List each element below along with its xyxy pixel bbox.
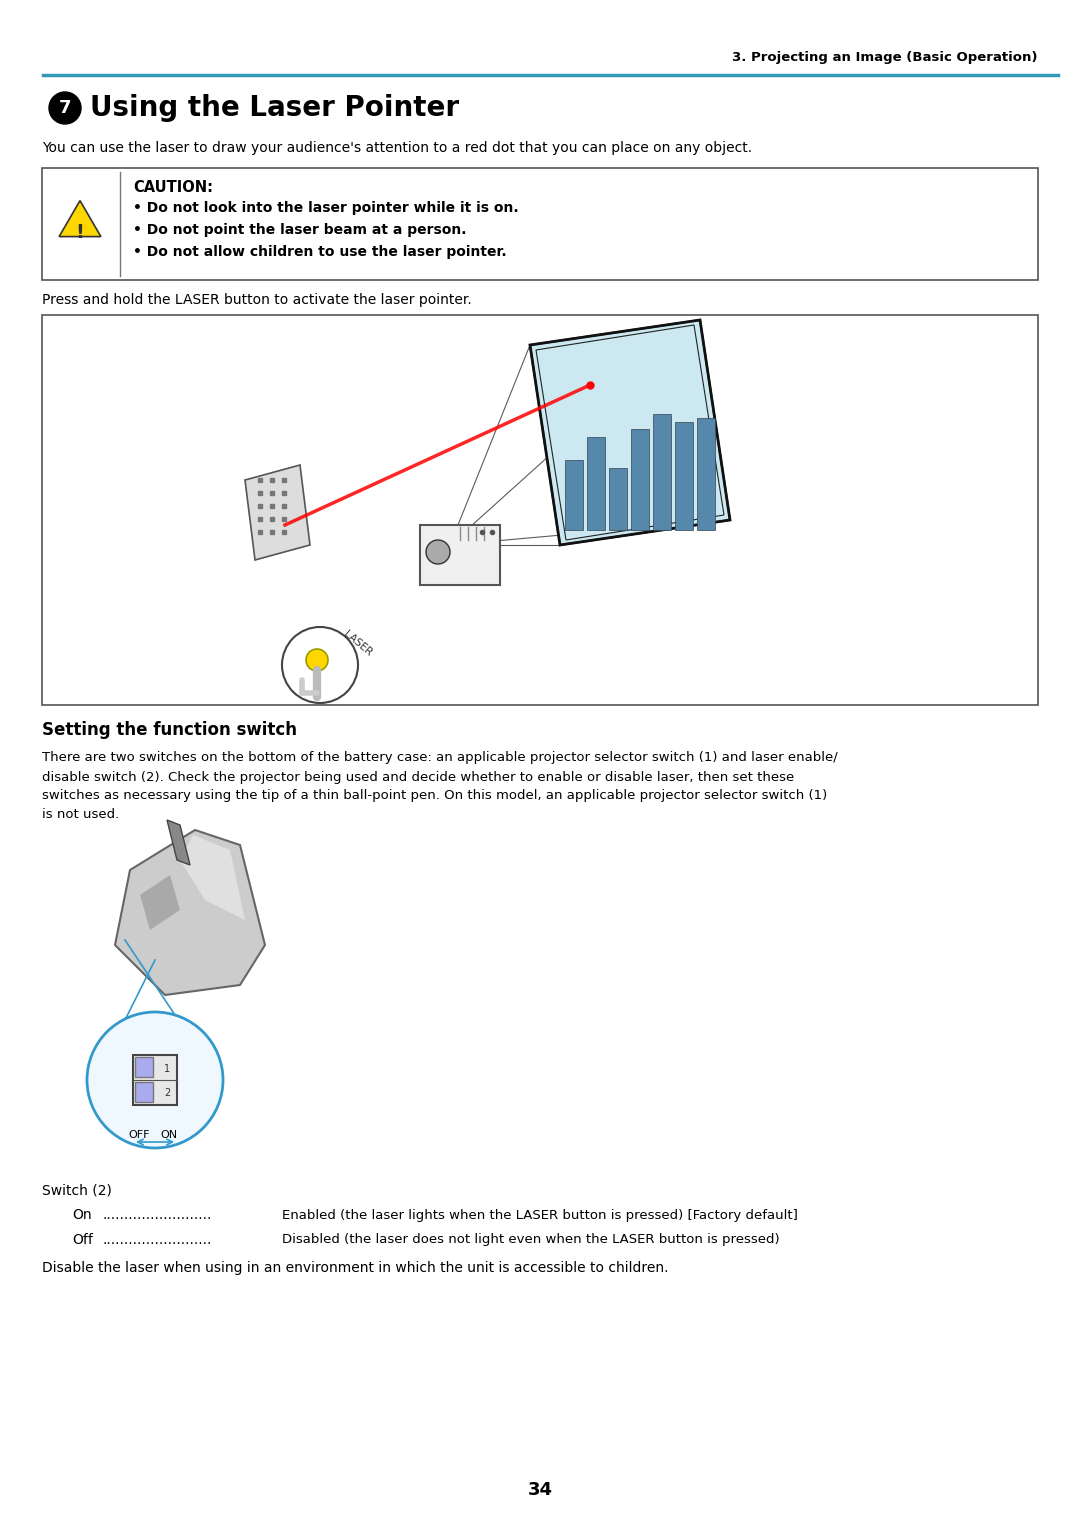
Polygon shape	[420, 524, 500, 585]
Text: Setting the function switch: Setting the function switch	[42, 721, 297, 739]
Polygon shape	[167, 820, 190, 866]
Text: 7: 7	[58, 99, 71, 117]
Text: is not used.: is not used.	[42, 809, 119, 821]
Text: 3. Projecting an Image (Basic Operation): 3. Projecting an Image (Basic Operation)	[732, 52, 1038, 64]
Polygon shape	[565, 460, 583, 530]
Text: ON: ON	[161, 1129, 177, 1140]
Text: Disabled (the laser does not light even when the LASER button is pressed): Disabled (the laser does not light even …	[282, 1233, 780, 1247]
Text: Press and hold the LASER button to activate the laser pointer.: Press and hold the LASER button to activ…	[42, 293, 472, 306]
Bar	[42, 168, 1038, 280]
Bar	[135, 1082, 153, 1102]
Polygon shape	[609, 468, 627, 530]
Text: .........................: .........................	[102, 1209, 212, 1222]
Text: LASER: LASER	[342, 628, 374, 657]
Bar	[133, 1055, 177, 1105]
Circle shape	[426, 539, 450, 564]
Text: Using the Laser Pointer: Using the Laser Pointer	[90, 94, 459, 122]
Circle shape	[282, 626, 357, 703]
Polygon shape	[140, 875, 180, 930]
Text: There are two switches on the bottom of the battery case: an applicable projecto: There are two switches on the bottom of …	[42, 751, 838, 765]
Circle shape	[49, 91, 81, 123]
Polygon shape	[245, 465, 310, 559]
Polygon shape	[588, 437, 605, 530]
Bar	[42, 315, 1038, 706]
Text: Disable the laser when using in an environment in which the unit is accessible t: Disable the laser when using in an envir…	[42, 1260, 669, 1276]
Text: • Do not look into the laser pointer while it is on.: • Do not look into the laser pointer whi…	[133, 201, 518, 215]
Polygon shape	[675, 422, 693, 530]
Text: .........................: .........................	[102, 1233, 212, 1247]
Polygon shape	[530, 320, 730, 546]
Polygon shape	[180, 835, 245, 920]
Text: • Do not point the laser beam at a person.: • Do not point the laser beam at a perso…	[133, 223, 467, 238]
Polygon shape	[697, 419, 715, 530]
Polygon shape	[59, 201, 100, 236]
Text: • Do not allow children to use the laser pointer.: • Do not allow children to use the laser…	[133, 245, 507, 259]
Bar	[135, 1058, 153, 1077]
Text: OFF: OFF	[129, 1129, 150, 1140]
Polygon shape	[653, 413, 671, 530]
Polygon shape	[114, 831, 265, 995]
Text: You can use the laser to draw your audience's attention to a red dot that you ca: You can use the laser to draw your audie…	[42, 142, 752, 155]
Text: 2: 2	[164, 1088, 171, 1097]
Text: Enabled (the laser lights when the LASER button is pressed) [Factory default]: Enabled (the laser lights when the LASER…	[282, 1209, 798, 1222]
Text: On: On	[72, 1209, 92, 1222]
Text: Off: Off	[72, 1233, 93, 1247]
Text: disable switch (2). Check the projector being used and decide whether to enable : disable switch (2). Check the projector …	[42, 771, 794, 783]
Text: switches as necessary using the tip of a thin ball-point pen. On this model, an : switches as necessary using the tip of a…	[42, 789, 827, 803]
Text: !: !	[76, 223, 84, 241]
Text: Switch (2): Switch (2)	[42, 1183, 112, 1196]
Circle shape	[87, 1012, 222, 1148]
Polygon shape	[631, 430, 649, 530]
Circle shape	[306, 649, 328, 671]
Text: 1: 1	[164, 1064, 170, 1074]
Text: CAUTION:: CAUTION:	[133, 180, 213, 195]
Text: 34: 34	[527, 1481, 553, 1500]
